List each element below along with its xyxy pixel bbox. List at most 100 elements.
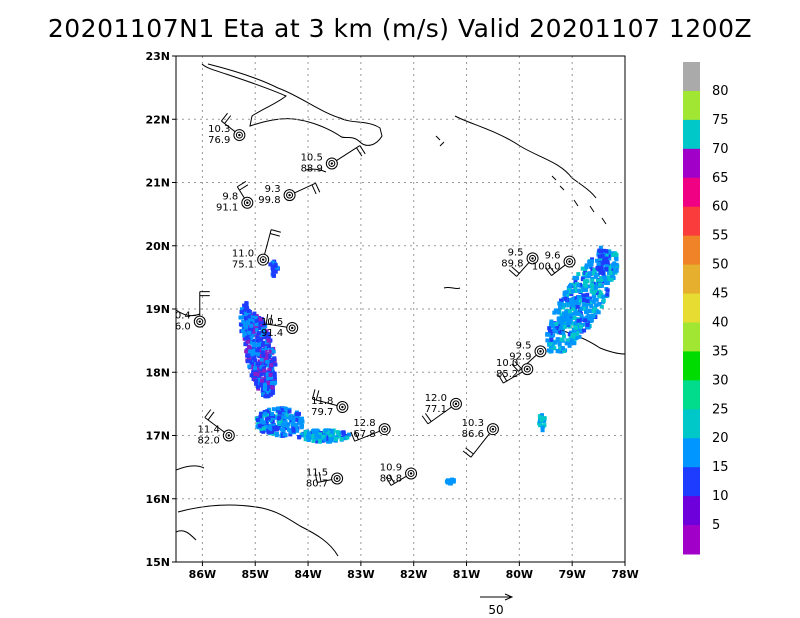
wind-shade-cell bbox=[549, 321, 554, 326]
observation-top-value: 11.0 bbox=[232, 249, 254, 260]
wind-shade-cell bbox=[259, 357, 264, 362]
wind-shade-cell bbox=[270, 412, 275, 416]
observation-marker: 12.077.1 bbox=[421, 393, 462, 425]
wind-shade-cell bbox=[552, 328, 557, 333]
observation-bottom-value: 76.9 bbox=[208, 135, 230, 146]
wind-shade-cell bbox=[596, 302, 601, 307]
wind-shade-cell bbox=[336, 434, 341, 439]
wind-shade-cell bbox=[598, 245, 603, 250]
wind-shade-cell bbox=[254, 381, 259, 386]
wind-shade-cell bbox=[590, 267, 595, 272]
wind-shade-cell bbox=[266, 335, 271, 340]
wind-shade-cell bbox=[265, 387, 270, 391]
wind-shade-cell bbox=[271, 425, 276, 430]
wind-shade-cell bbox=[266, 384, 271, 389]
y-tick-label: 16N bbox=[145, 493, 170, 506]
wind-shade-cell bbox=[274, 424, 279, 429]
colorbar-swatch bbox=[683, 148, 700, 179]
wind-shade-cell bbox=[540, 428, 545, 433]
wind-shade-cell bbox=[255, 334, 260, 339]
wind-shade-cell bbox=[579, 314, 584, 319]
wind-shade-cell bbox=[285, 424, 290, 429]
wind-shade-cell bbox=[614, 256, 619, 261]
wind-shade-cell bbox=[245, 359, 250, 364]
observation-top-value: 10.3 bbox=[462, 418, 484, 429]
wind-shade-cell bbox=[589, 259, 594, 264]
wind-shade-cell bbox=[272, 377, 277, 382]
wind-shade-cell bbox=[245, 306, 250, 311]
wind-shade-cell bbox=[573, 289, 578, 293]
wind-shade-cell bbox=[584, 307, 588, 312]
wind-shade-cell bbox=[263, 383, 267, 388]
wind-shade-cell bbox=[244, 349, 249, 354]
wind-shade-cell bbox=[271, 407, 276, 412]
wind-shade-cell bbox=[290, 423, 295, 428]
wind-shade-cell bbox=[328, 439, 333, 444]
wind-shade-cell bbox=[328, 437, 333, 441]
wind-shade-cell bbox=[550, 324, 555, 329]
wind-shade-cell bbox=[577, 288, 582, 293]
wind-barb-flag bbox=[501, 372, 508, 382]
wind-shade-cell bbox=[269, 375, 274, 380]
colorbar-swatch bbox=[683, 322, 700, 352]
wind-shade-cell bbox=[576, 311, 581, 316]
wind-barb-flag bbox=[315, 182, 321, 193]
observation-top-value: 9.5 bbox=[516, 340, 532, 351]
wind-shade-cell bbox=[561, 331, 566, 336]
wind-barb-flag bbox=[311, 184, 317, 195]
observation-bottom-value: 89.8 bbox=[501, 258, 523, 269]
wind-shade-cell bbox=[584, 310, 589, 314]
wind-shade-cell bbox=[571, 297, 576, 302]
wind-shade-cell bbox=[281, 415, 286, 420]
wind-shade-cell bbox=[580, 277, 585, 282]
colorbar-swatch bbox=[683, 206, 700, 237]
wind-shade-cell bbox=[448, 481, 453, 486]
observation-marker: 9.399.8 bbox=[258, 182, 321, 206]
wind-shade-cell bbox=[556, 310, 561, 315]
wind-shade-cell bbox=[579, 306, 584, 311]
reference-vector-head bbox=[504, 593, 514, 601]
colorbar-swatch bbox=[683, 119, 700, 150]
colorbar-swatch bbox=[683, 177, 700, 208]
x-tick-label: 79W bbox=[558, 568, 585, 581]
axis-tick-layer: 86W 85W 84W 83W 82W 81W 80W 79W 78W 15N 16N 17N 18N 1… bbox=[145, 50, 638, 581]
wind-barb-flag bbox=[269, 314, 273, 325]
wind-shade-cell bbox=[262, 341, 267, 346]
wind-shade-cell bbox=[245, 335, 250, 340]
station-center-dot bbox=[227, 434, 231, 437]
wind-shade-cell bbox=[607, 250, 612, 255]
wind-shade-cell bbox=[288, 430, 293, 435]
colorbar-level-label: 5 bbox=[712, 518, 720, 533]
wind-barb-flag bbox=[497, 374, 504, 384]
wind-shade-cell bbox=[256, 384, 260, 389]
wind-shade-cell bbox=[260, 424, 265, 429]
wind-shade-cell bbox=[341, 430, 346, 435]
wind-shade-cell bbox=[559, 312, 564, 317]
wind-shade-cell bbox=[561, 305, 566, 310]
wind-barb-flag bbox=[511, 266, 520, 274]
wind-shade-cell bbox=[595, 278, 600, 283]
colorbar-swatch bbox=[683, 438, 700, 468]
wind-shade-cell bbox=[446, 478, 450, 483]
wind-shade-cell bbox=[571, 321, 576, 326]
wind-shade-cell bbox=[250, 319, 255, 323]
observation-bottom-value: 67.8 bbox=[353, 429, 375, 440]
wind-shade-cell bbox=[583, 279, 587, 284]
wind-shade-cell bbox=[249, 373, 254, 378]
wind-shade-cell bbox=[262, 387, 267, 391]
wind-shade-cell bbox=[584, 287, 589, 292]
wind-shade-cell bbox=[328, 433, 333, 438]
wind-shade-cell bbox=[588, 265, 593, 269]
station-center-dot bbox=[409, 472, 413, 475]
station-center-dot bbox=[330, 162, 334, 165]
wind-shade-cell bbox=[323, 428, 328, 433]
wind-shade-cell bbox=[256, 421, 261, 426]
wind-shade-cell bbox=[293, 423, 298, 428]
wind-shade-cell bbox=[295, 415, 300, 420]
wind-shade-cell bbox=[271, 349, 276, 354]
wind-shade-cell bbox=[590, 282, 594, 287]
wind-shade-cell bbox=[287, 427, 291, 432]
wind-shade-cell bbox=[572, 341, 577, 346]
wind-shade-cell bbox=[330, 435, 335, 440]
wind-shade-cell bbox=[284, 412, 289, 417]
